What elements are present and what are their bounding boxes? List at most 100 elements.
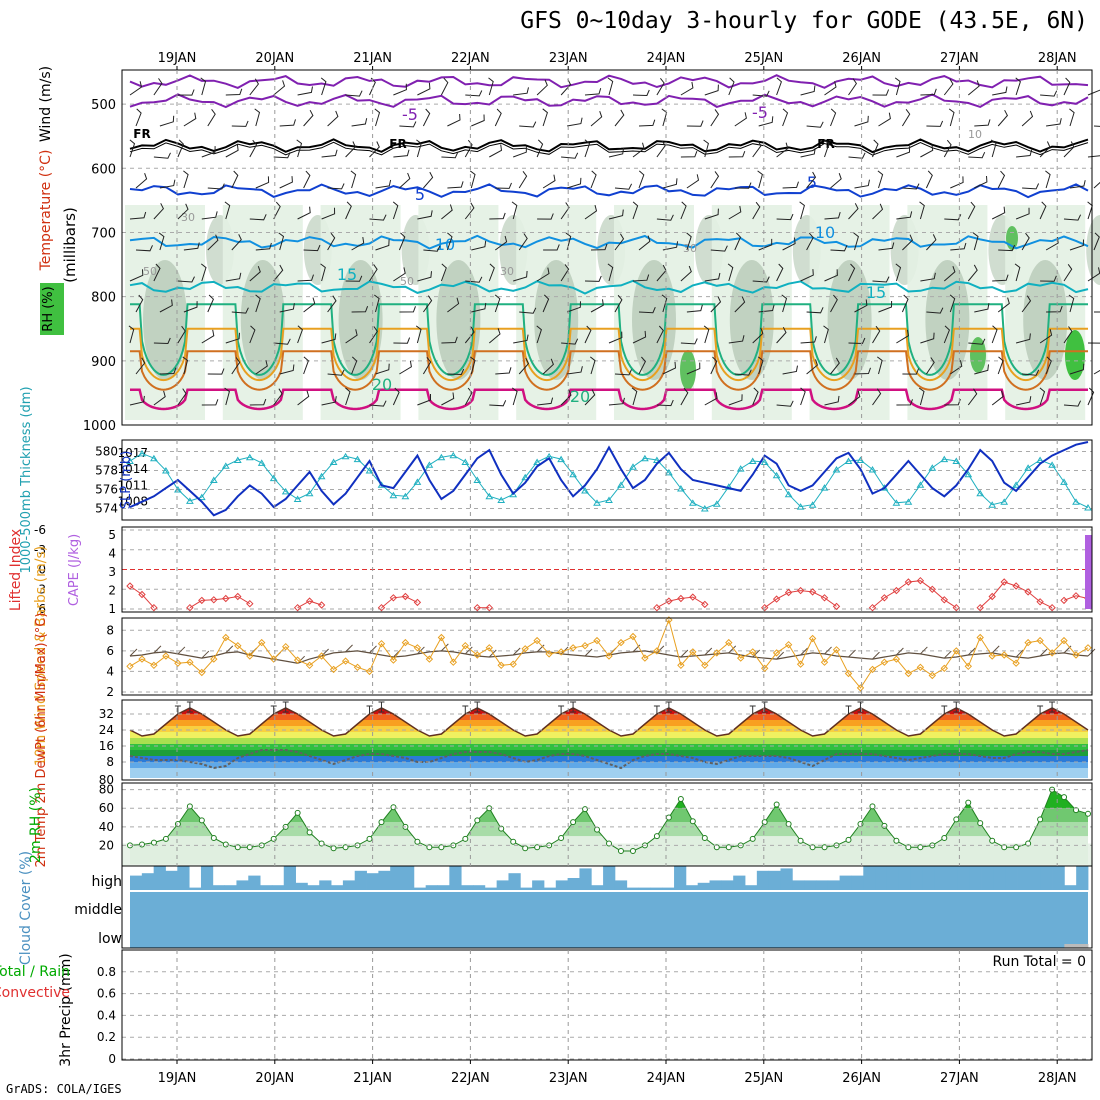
cloud-high-bar <box>200 866 214 890</box>
cloud-high-bar <box>342 880 356 890</box>
wind-barb <box>375 239 390 251</box>
rh-point <box>761 819 768 826</box>
wind-barb <box>782 365 798 375</box>
wind-barb <box>345 201 352 220</box>
thickness-point <box>449 451 458 459</box>
wind-speed-point <box>293 656 302 664</box>
thickness-point <box>197 493 206 501</box>
wind-barb <box>135 245 153 252</box>
rh-legend-swatch <box>40 283 64 335</box>
wind-barb <box>423 171 434 189</box>
lifted-index-point <box>150 603 158 612</box>
temperature-contour <box>129 93 1089 109</box>
rh-tick-label: 40 <box>99 820 114 834</box>
cloud-low-bar <box>1076 944 1089 948</box>
cloud-high-bar <box>354 870 367 890</box>
slp-tick-label: 1008 <box>117 495 148 509</box>
wind-barb <box>920 332 935 344</box>
wind-barb <box>704 392 718 406</box>
wind-barb <box>1045 170 1051 189</box>
temperature-contour <box>130 388 1088 411</box>
wind-barb <box>177 139 184 158</box>
rh-point <box>977 820 984 827</box>
wind-barb <box>224 201 231 220</box>
lifted-index-point <box>234 592 242 601</box>
wind-barb <box>393 83 407 96</box>
wind-barb <box>537 397 554 406</box>
wind-barb <box>469 356 476 375</box>
thickness-point <box>1072 498 1080 505</box>
wind-speed-point <box>425 655 434 663</box>
rh-point <box>749 835 756 842</box>
cloud-high-bar <box>567 878 580 890</box>
wind-barb <box>177 388 187 406</box>
wind-speed-point <box>461 641 470 650</box>
thickness-tick-label: 576 <box>95 483 118 497</box>
wind-tick-label: 6 <box>106 644 114 658</box>
wind-barb <box>734 369 752 376</box>
temperature-band <box>130 732 1088 738</box>
rh-point <box>234 844 241 851</box>
wind-speed-point <box>892 655 901 663</box>
wind-speed-point <box>748 648 757 656</box>
wind-barb <box>824 139 830 158</box>
thickness-point <box>174 486 182 493</box>
wind-barb <box>584 389 596 406</box>
wind-barb <box>495 182 512 189</box>
wind-barb <box>800 387 806 406</box>
lifted-index-point <box>988 592 996 601</box>
rh-point <box>1085 810 1091 817</box>
wind-barb <box>1015 396 1032 406</box>
cloud-high-bar <box>993 866 1006 890</box>
wind-barb <box>614 233 625 251</box>
wind-barb <box>920 144 934 158</box>
wind-barb <box>656 214 674 221</box>
wind-barb <box>1046 118 1062 127</box>
wind-barb <box>991 390 1004 406</box>
wind-barb <box>351 118 368 127</box>
wind-barb <box>950 360 963 375</box>
rh-point <box>390 804 397 811</box>
wind-barb <box>896 211 913 220</box>
wind-barb <box>369 264 378 282</box>
slp-line <box>129 441 1089 517</box>
thickness-point <box>209 476 218 483</box>
wind-barb <box>566 177 582 189</box>
pressure-tick-label: 800 <box>91 291 116 306</box>
date-label-top: 24JAN <box>647 51 686 66</box>
wind-barb <box>1069 180 1086 189</box>
cloud-high-bar <box>804 880 817 890</box>
rh-point <box>498 825 505 832</box>
wind-barb-tick <box>800 647 808 656</box>
cloud-high-bar <box>638 887 651 890</box>
rh-tick-label: 80 <box>99 783 114 797</box>
wind-speed-point <box>617 638 625 647</box>
wind-barb <box>129 81 143 96</box>
rh-point <box>270 835 277 842</box>
wind-barb <box>129 211 147 220</box>
wind-barb <box>896 399 913 406</box>
cloud-high-bar <box>224 885 237 890</box>
cloud-high-bar <box>189 887 202 890</box>
wind-barb <box>968 151 986 159</box>
wind-speed-point <box>557 648 565 656</box>
wind-barb <box>1069 239 1084 251</box>
thickness-point <box>269 474 278 482</box>
wind-barb <box>950 242 967 251</box>
thickness-point <box>341 452 350 460</box>
wind-barb <box>661 108 668 127</box>
wind-speed-point <box>940 664 949 673</box>
wind-speed-point <box>713 649 721 657</box>
date-label-top: 27JAN <box>940 51 979 66</box>
rh-point <box>965 799 972 806</box>
wind-barb <box>351 237 365 251</box>
wind-barb <box>686 304 703 313</box>
precip-tick-label: 0 <box>108 1052 116 1066</box>
rh-point <box>893 837 900 844</box>
wind-barb <box>1015 207 1030 220</box>
temperature-minmax-bar <box>558 705 565 714</box>
wind-barb <box>631 387 638 406</box>
wind-barb <box>728 77 735 96</box>
wind-barb <box>537 213 554 220</box>
rh-point <box>474 817 481 824</box>
